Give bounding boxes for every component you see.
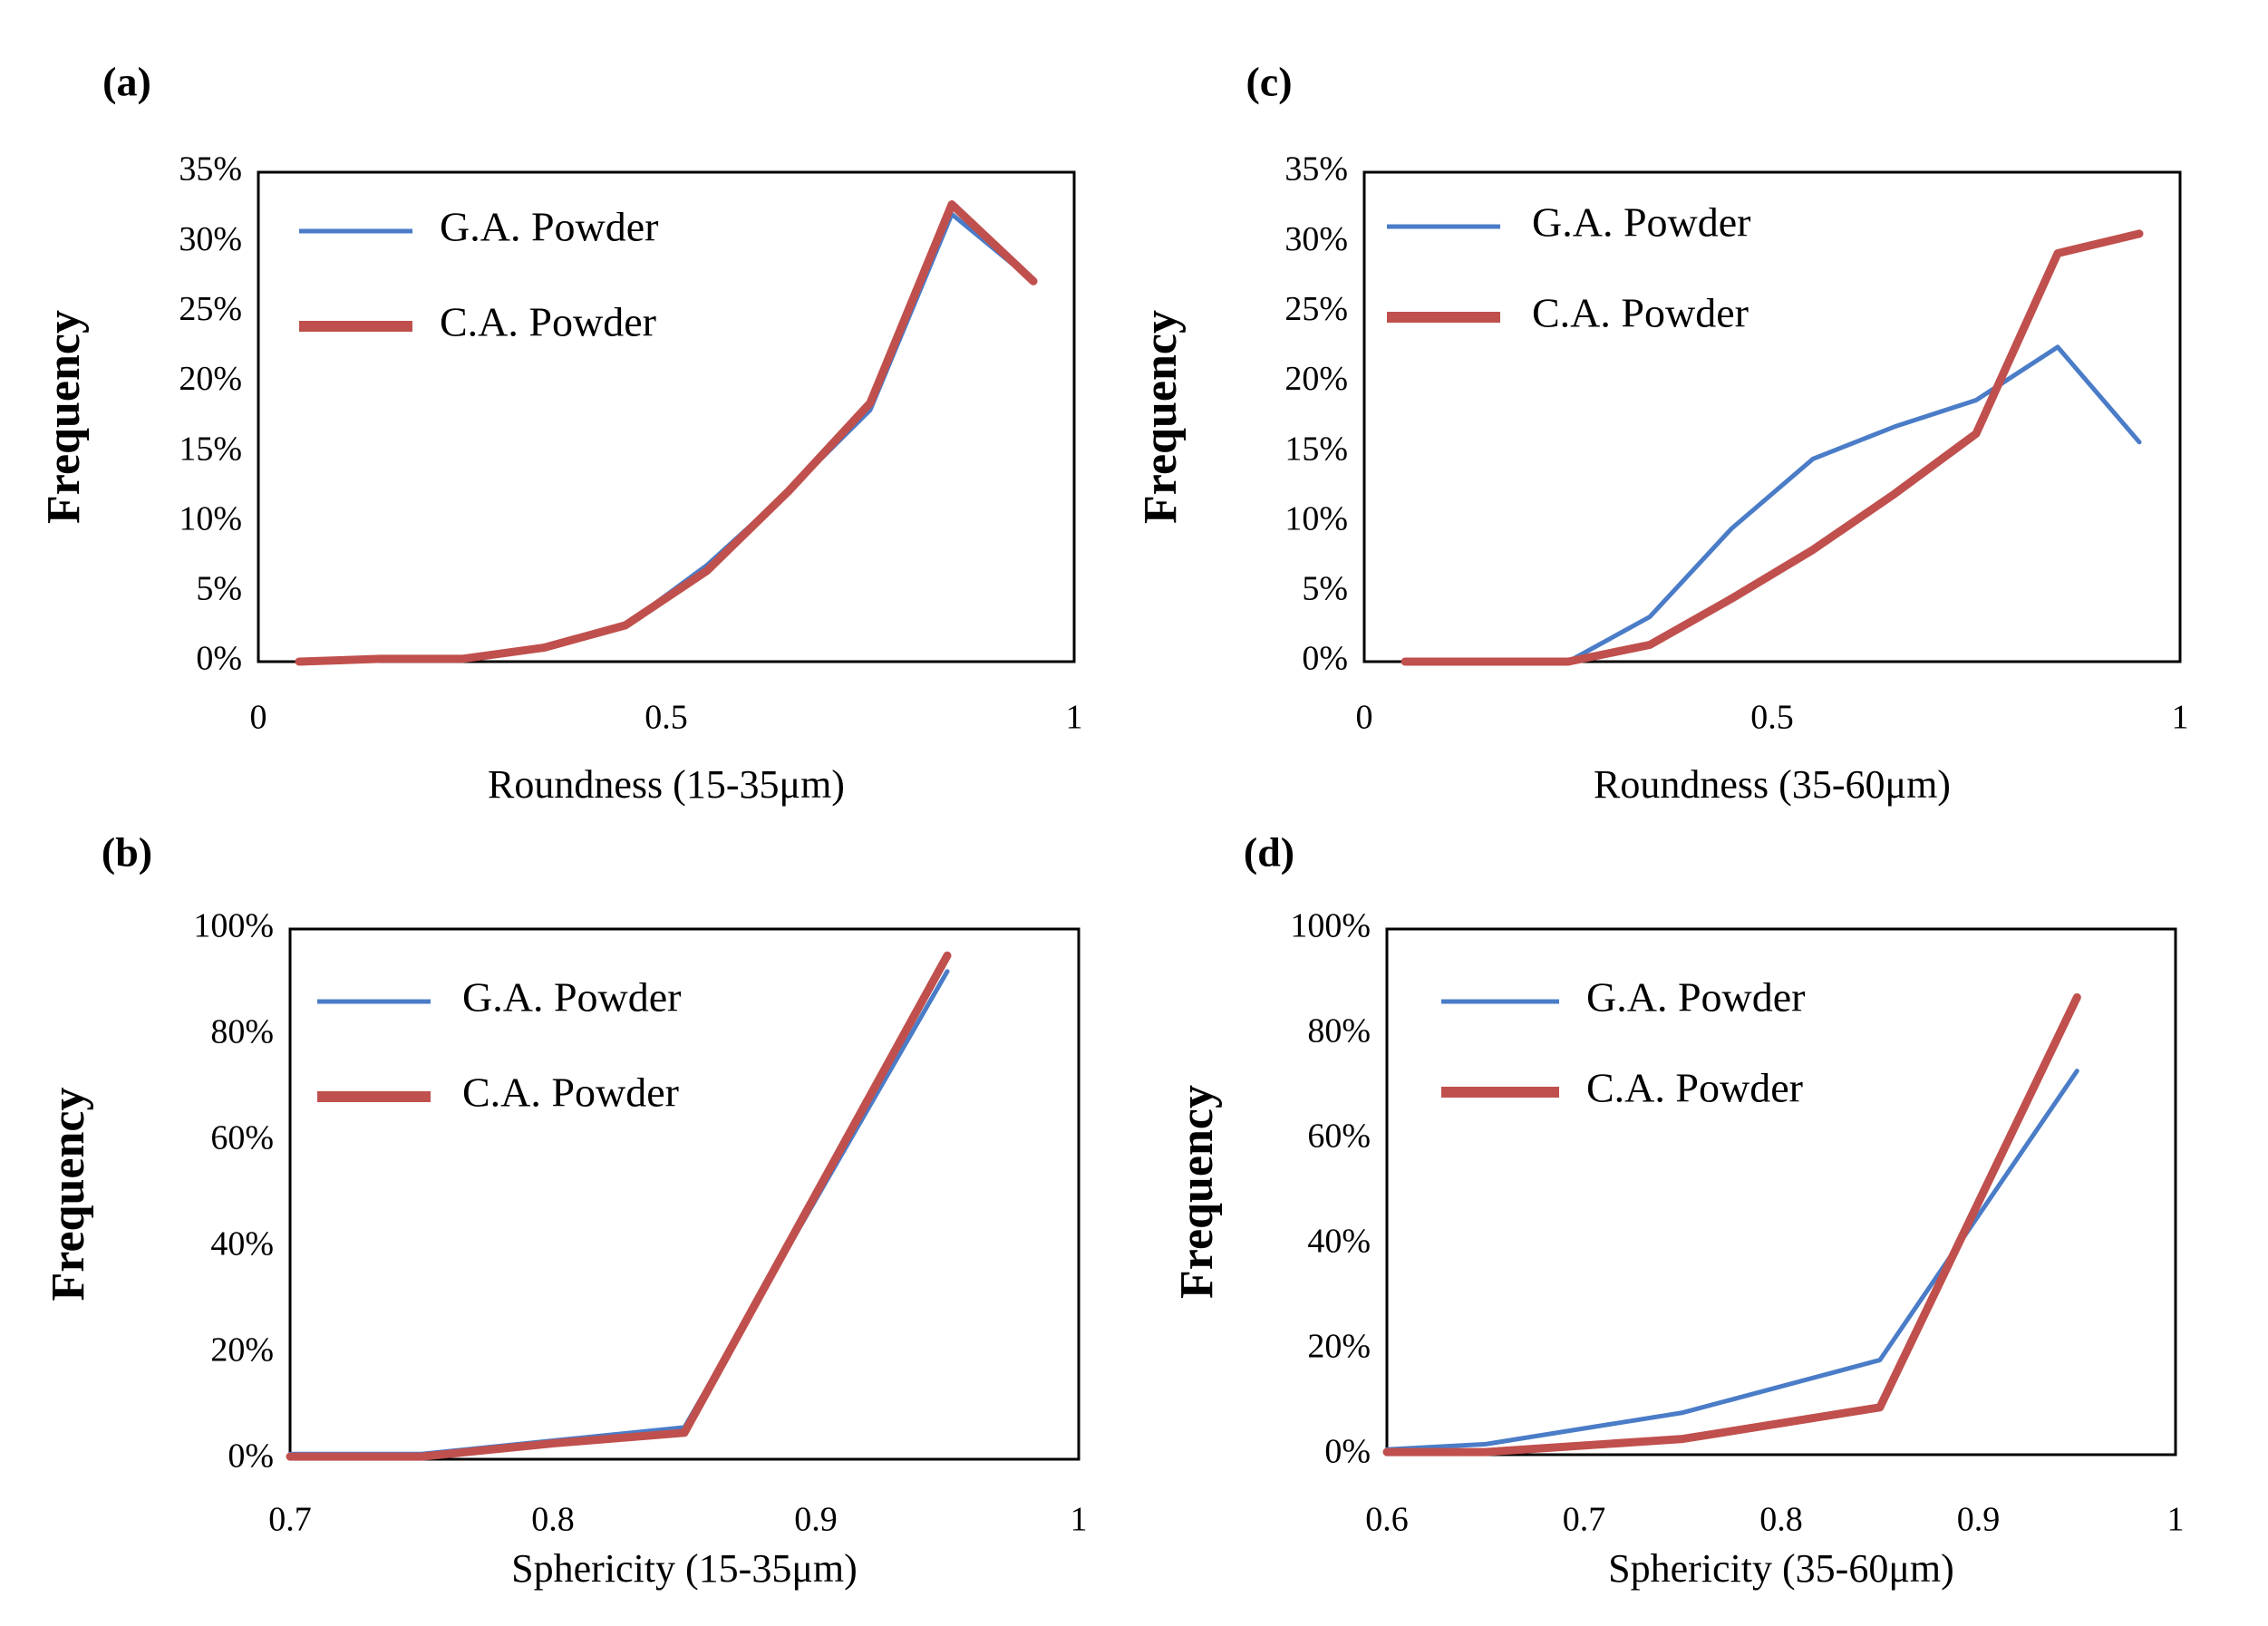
x-tick-label: 0.5 <box>1750 699 1794 737</box>
x-axis-label-d: Sphericity (35-60μm) <box>1608 1546 1954 1591</box>
y-tick-label: 30% <box>1284 220 1348 258</box>
series-line-ga-c <box>1402 344 2142 664</box>
x-tick-label: 0.7 <box>1563 1501 1606 1539</box>
legend-label-ga: G.A. Powder <box>440 204 658 250</box>
panel-label-b: (b) <box>102 829 152 876</box>
legend-label-ga: G.A. Powder <box>462 974 681 1021</box>
y-tick-label: 5% <box>196 570 242 608</box>
x-tick-label: 0.9 <box>794 1501 838 1539</box>
y-tick-label: 0% <box>196 640 242 678</box>
y-tick-label: 0% <box>1302 640 1348 678</box>
y-tick-label: 20% <box>210 1331 274 1370</box>
y-axis-label-d: Frequency <box>1171 1085 1223 1299</box>
plot-frame-d <box>1385 927 2177 1457</box>
y-tick-label: 60% <box>210 1119 274 1157</box>
panel-label-c: (c) <box>1245 59 1292 105</box>
y-tick-label: 5% <box>1302 570 1348 608</box>
x-tick-label: 0.8 <box>1759 1501 1803 1539</box>
x-axis-label-b: Sphericity (15-35μm) <box>511 1546 858 1591</box>
y-tick-label: 0% <box>1324 1433 1371 1471</box>
y-tick-label: 60% <box>1307 1118 1371 1156</box>
y-tick-label: 20% <box>1307 1328 1371 1366</box>
y-tick-label: 10% <box>179 499 242 537</box>
x-tick-label: 1 <box>2172 699 2189 737</box>
legend-label-ca: C.A. Powder <box>1586 1065 1803 1111</box>
x-tick-label: 0.6 <box>1365 1501 1409 1539</box>
y-tick-label: 80% <box>1307 1012 1371 1050</box>
x-tick-label: 1 <box>1071 1501 1088 1539</box>
x-tick-label: 0.8 <box>531 1501 575 1539</box>
panel-label-a: (a) <box>102 59 151 105</box>
y-tick-label: 80% <box>210 1013 274 1051</box>
y-tick-label: 25% <box>179 290 242 328</box>
legend-label-ca: C.A. Powder <box>462 1069 679 1116</box>
y-tick-label: 40% <box>210 1225 274 1263</box>
plot-frame-a <box>257 170 1076 663</box>
plot-frame-b <box>288 927 1081 1461</box>
x-tick-label: 0.9 <box>1957 1501 2001 1539</box>
y-tick-label: 15% <box>1284 430 1348 468</box>
x-tick-label: 0 <box>1356 699 1373 737</box>
y-tick-label: 15% <box>179 430 242 468</box>
y-tick-label: 35% <box>1284 150 1348 189</box>
y-tick-label: 35% <box>179 150 242 189</box>
y-tick-label: 40% <box>1307 1223 1371 1261</box>
series-line-ga-b <box>287 969 950 1457</box>
y-tick-label: 20% <box>179 360 242 398</box>
y-tick-label: 100% <box>193 907 274 945</box>
legend-label-ca: C.A. Powder <box>1532 290 1749 336</box>
y-tick-label: 10% <box>1284 499 1348 537</box>
x-tick-label: 1 <box>2167 1501 2185 1539</box>
series-line-ca-a <box>295 200 1038 666</box>
y-tick-label: 30% <box>179 220 242 258</box>
x-tick-label: 1 <box>1066 699 1083 737</box>
x-axis-label-c: Roundness (35-60μm) <box>1594 762 1951 807</box>
x-tick-label: 0 <box>250 699 267 737</box>
y-tick-label: 20% <box>1284 360 1348 398</box>
x-tick-label: 0.7 <box>268 1501 312 1539</box>
plot-frame-c <box>1362 170 2182 663</box>
y-tick-label: 0% <box>228 1437 274 1476</box>
x-tick-label: 0.5 <box>645 699 688 737</box>
legend-label-ga: G.A. Powder <box>1532 199 1750 246</box>
legend-label-ca: C.A. Powder <box>440 299 656 345</box>
y-tick-label: 25% <box>1284 290 1348 328</box>
legend-label-ga: G.A. Powder <box>1586 974 1805 1021</box>
y-axis-label-c: Frequency <box>1135 310 1187 524</box>
series-line-ga-d <box>1384 1069 2079 1452</box>
x-axis-label-a: Roundness (15-35μm) <box>488 762 845 807</box>
series-line-ca-d <box>1382 992 2081 1457</box>
series-line-ca-b <box>286 951 952 1461</box>
panel-label-d: (d) <box>1244 829 1294 876</box>
y-axis-label-b: Frequency <box>43 1088 94 1302</box>
y-tick-label: 100% <box>1290 907 1371 945</box>
y-axis-label-a: Frequency <box>38 310 90 524</box>
series-line-ca-c <box>1401 229 2144 666</box>
